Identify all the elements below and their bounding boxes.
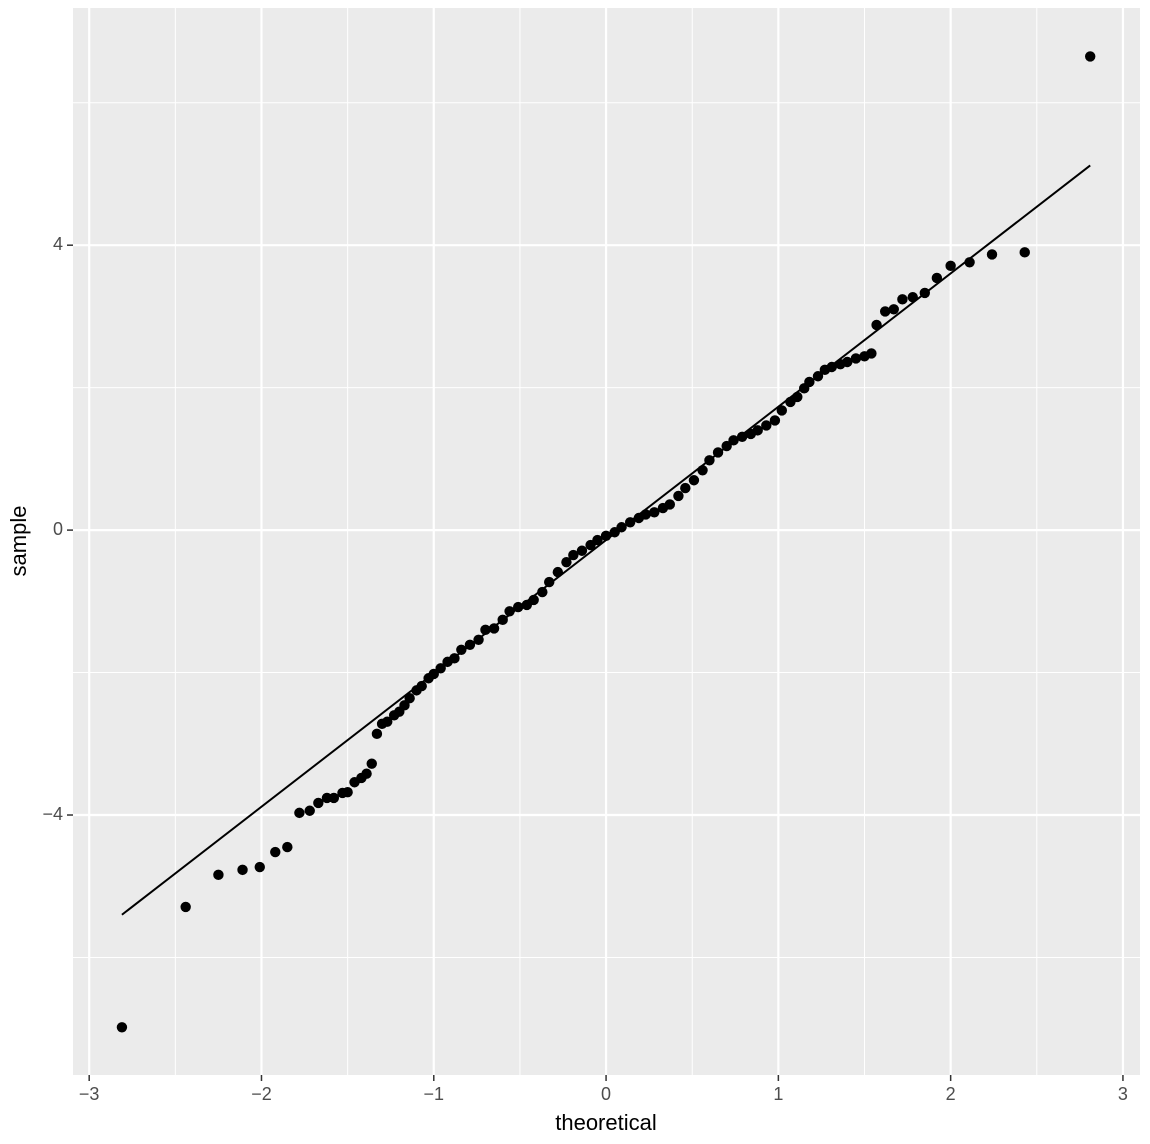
point (270, 846, 281, 858)
point (116, 1022, 128, 1033)
point (552, 566, 564, 578)
point (888, 304, 899, 315)
point (328, 792, 340, 804)
point (342, 787, 353, 798)
point (504, 606, 515, 617)
point (664, 499, 676, 510)
x-tick-label: 1 (773, 1084, 783, 1104)
point (456, 644, 467, 655)
point (592, 534, 603, 546)
point (282, 841, 293, 853)
point (649, 507, 660, 518)
point (919, 287, 931, 299)
y-tick-label: 4 (53, 234, 63, 254)
point (428, 668, 439, 680)
point (576, 545, 588, 556)
y-tick-label: −4 (42, 804, 63, 824)
point (513, 601, 524, 613)
point (842, 356, 853, 368)
point (304, 805, 315, 816)
point (761, 420, 772, 431)
point (537, 586, 548, 598)
x-tick-label: 2 (946, 1084, 956, 1104)
point (931, 272, 943, 284)
point (544, 576, 555, 588)
point (180, 901, 191, 913)
point (294, 807, 305, 819)
point (568, 549, 579, 561)
x-tick-label: −2 (251, 1084, 272, 1104)
point (624, 517, 636, 528)
point (804, 376, 815, 388)
point (673, 490, 684, 502)
point (449, 653, 460, 664)
x-axis-label: theoretical (555, 1110, 657, 1135)
point (254, 861, 265, 873)
point (361, 768, 372, 779)
point (871, 319, 882, 331)
point (752, 425, 763, 436)
point (237, 864, 248, 876)
point (736, 431, 748, 442)
point (776, 405, 788, 416)
point (728, 435, 739, 446)
point (371, 728, 383, 740)
point (497, 614, 508, 626)
point (616, 522, 627, 533)
point (435, 663, 446, 674)
x-tick-label: −3 (79, 1084, 100, 1104)
point (640, 509, 651, 520)
point (213, 869, 224, 881)
point (945, 260, 956, 272)
y-axis-label: sample (6, 506, 31, 577)
point (366, 758, 377, 769)
point (688, 475, 700, 486)
point (313, 797, 324, 809)
x-tick-label: 3 (1118, 1084, 1128, 1104)
point (792, 391, 803, 403)
point (680, 482, 691, 494)
point (1085, 51, 1096, 62)
point (480, 624, 491, 636)
point (382, 716, 393, 727)
point (769, 415, 781, 426)
point (404, 693, 415, 704)
point (704, 455, 715, 466)
point (964, 257, 975, 268)
x-tick-label: −1 (424, 1084, 445, 1104)
point (879, 306, 891, 317)
point (850, 353, 862, 364)
point (812, 371, 824, 382)
point (721, 440, 732, 452)
point (866, 348, 877, 359)
x-tick-label: 0 (601, 1084, 611, 1104)
point (528, 594, 539, 606)
point (600, 530, 612, 542)
point (464, 639, 476, 650)
point (1019, 247, 1030, 258)
point (473, 634, 484, 645)
y-tick-label: 0 (53, 519, 63, 539)
point (986, 249, 998, 260)
point (826, 361, 837, 373)
point (488, 623, 500, 634)
point (907, 291, 918, 303)
point (399, 700, 410, 711)
point (561, 556, 572, 568)
point (897, 294, 908, 305)
point (697, 465, 708, 476)
point (416, 680, 427, 692)
point (712, 447, 724, 458)
